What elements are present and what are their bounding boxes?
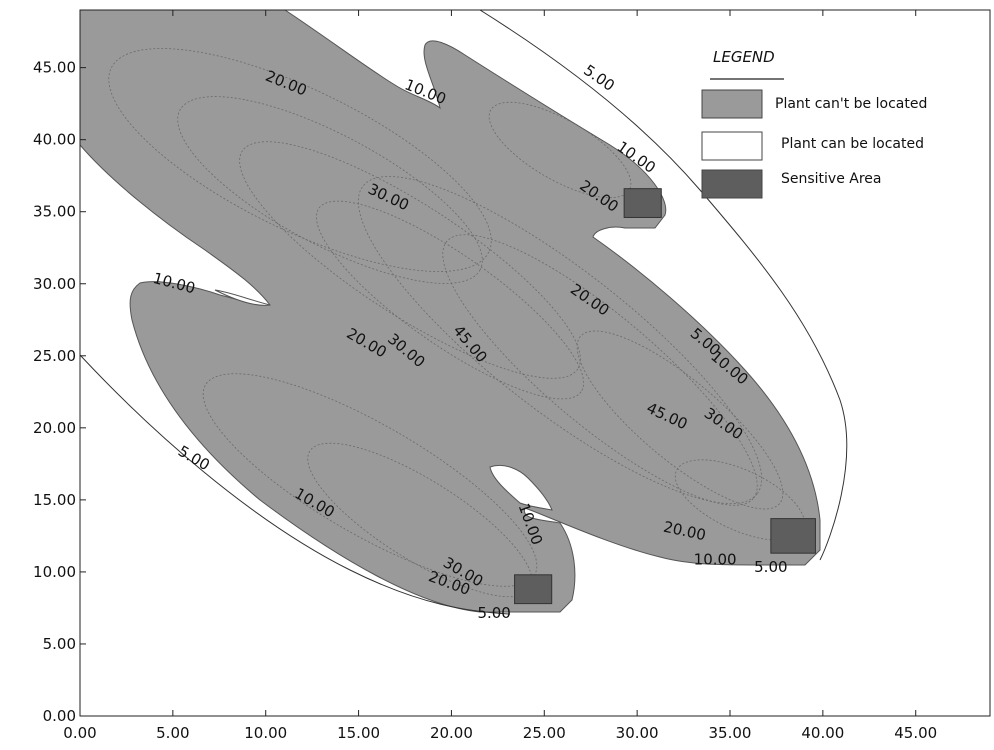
legend-label-sensitive-area: Sensitive Area xyxy=(781,171,882,187)
y-tick-label: 5.00 xyxy=(43,635,76,653)
x-tick-label: 5.00 xyxy=(156,724,189,742)
y-tick-label: 25.00 xyxy=(33,347,76,365)
legend-swatch-can-locate xyxy=(701,131,763,161)
notch-cutout xyxy=(214,289,271,306)
y-tick-label: 35.00 xyxy=(33,203,76,221)
x-tick-label: 20.00 xyxy=(430,724,473,742)
legend-label-can-locate: Plant can be located xyxy=(781,136,924,152)
legend-swatch-cannot-locate xyxy=(701,89,763,119)
legend: LEGEND Plant can't be located Plant can … xyxy=(701,48,927,199)
y-tick-label: 45.00 xyxy=(33,59,76,77)
exclusion-region xyxy=(80,10,821,613)
contour-label: 5.00 xyxy=(477,604,510,622)
y-tick-label: 30.00 xyxy=(33,275,76,293)
sensitive-area xyxy=(514,574,553,605)
legend-title: LEGEND xyxy=(713,48,775,66)
legend-label-cannot-locate: Plant can't be located xyxy=(775,96,927,112)
legend-swatch-sensitive-area xyxy=(701,169,763,199)
x-tick-label: 30.00 xyxy=(616,724,659,742)
sensitive-area xyxy=(623,188,662,218)
sensitive-area xyxy=(770,518,816,554)
y-tick-label: 15.00 xyxy=(33,491,76,509)
y-tick-label: 40.00 xyxy=(33,131,76,149)
x-tick-label: 25.00 xyxy=(523,724,566,742)
plot-frame xyxy=(79,9,991,717)
x-tick-label: 0.00 xyxy=(63,724,96,742)
y-tick-label: 0.00 xyxy=(43,707,76,725)
x-tick-label: 35.00 xyxy=(709,724,752,742)
contour-label: 10.00 xyxy=(694,551,737,569)
notch-cutout xyxy=(489,464,553,511)
x-tick-label: 40.00 xyxy=(801,724,844,742)
y-tick-label: 20.00 xyxy=(33,419,76,437)
y-tick-label: 10.00 xyxy=(33,563,76,581)
x-tick-label: 10.00 xyxy=(244,724,287,742)
x-tick-label: 45.00 xyxy=(894,724,937,742)
contour-label: 5.00 xyxy=(754,558,787,576)
outer-contours xyxy=(80,10,848,615)
x-tick-label: 15.00 xyxy=(337,724,380,742)
